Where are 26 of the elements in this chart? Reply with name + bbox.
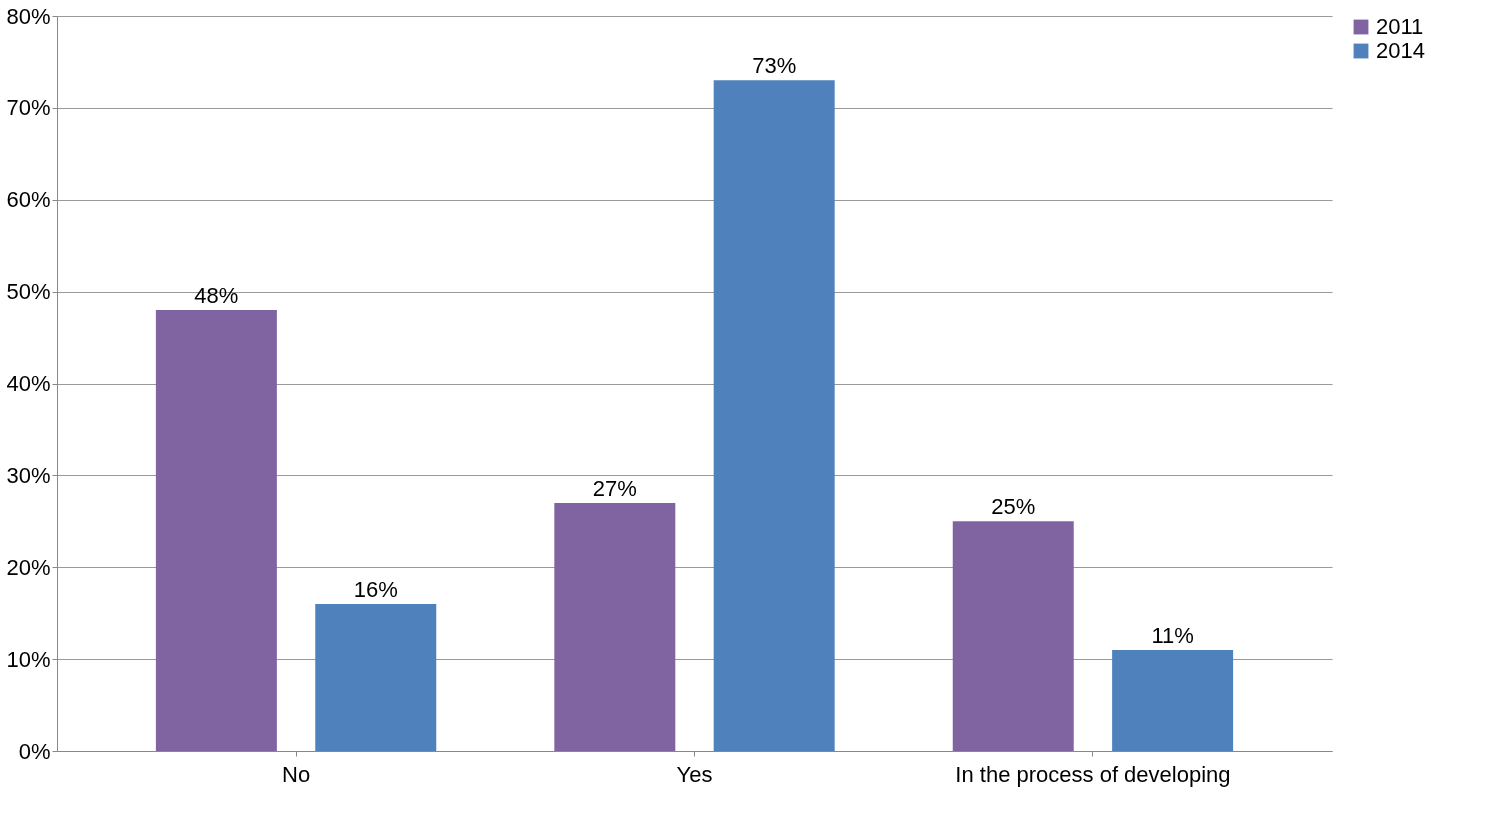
x-tick-label: No <box>282 761 311 787</box>
y-tick-label: 0% <box>18 738 51 764</box>
y-tick-label: 40% <box>6 371 51 396</box>
bar <box>315 604 437 751</box>
y-tick-label: 80% <box>6 3 51 29</box>
x-tick-label: Yes <box>676 761 713 787</box>
y-tick-label: 20% <box>6 554 51 580</box>
x-tick-label: In the process of developing <box>955 761 1231 787</box>
bar <box>952 521 1074 751</box>
text: 27% <box>592 475 637 501</box>
text: 73% <box>752 53 797 79</box>
y-tick-label: 50% <box>6 279 51 305</box>
legend-label: 2011 <box>1376 14 1424 39</box>
y-tick-label: 70% <box>6 95 51 121</box>
text: 16% <box>353 577 398 602</box>
text: 48% <box>194 283 239 308</box>
text: 25% <box>991 494 1036 520</box>
bar <box>554 502 676 751</box>
y-tick-label: 30% <box>6 462 51 488</box>
bar <box>155 310 277 751</box>
bar <box>713 80 835 751</box>
text: 11% <box>1151 622 1194 648</box>
y-tick-label: 60% <box>6 187 51 213</box>
legend-label: 2014 <box>1376 38 1425 63</box>
y-tick-label: 10% <box>6 646 51 672</box>
bar <box>1112 649 1234 751</box>
